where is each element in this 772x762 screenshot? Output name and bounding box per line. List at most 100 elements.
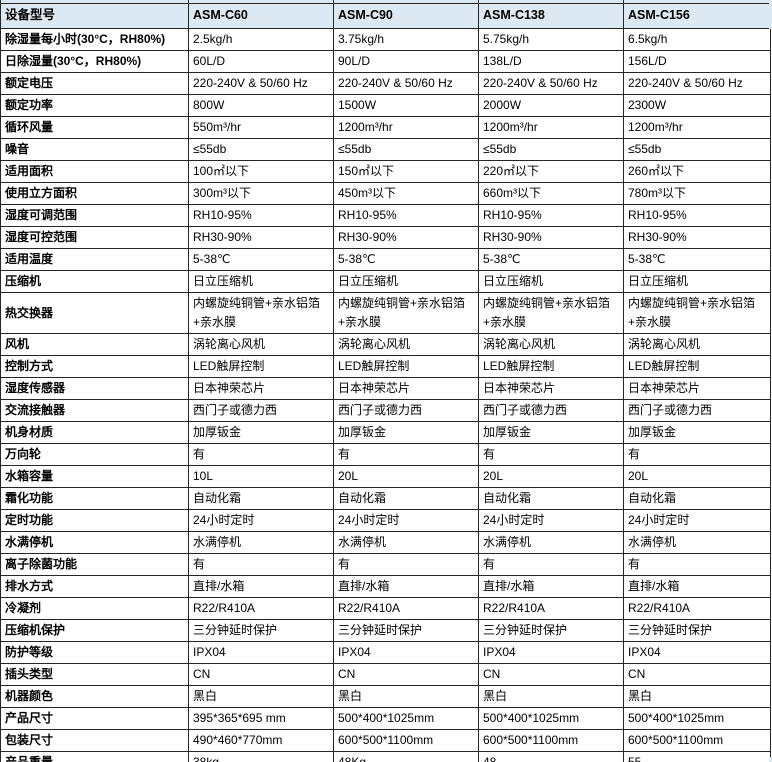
spec-cell: 1200m³/hr (333, 116, 479, 139)
spec-cell: 138L/D (478, 50, 624, 73)
column-header: ASM-C156 (623, 3, 771, 29)
spec-cell: 100㎡以下 (188, 160, 334, 183)
spec-cell: 220-240V & 50/60 Hz (188, 72, 334, 95)
spec-row: 热交换器 内螺旋纯铜管+亲水铝箔+亲水膜 内螺旋纯铜管+亲水铝箔+亲水膜 内螺旋纯铜管… (0, 292, 771, 334)
spec-row: 使用立方面积 300m³以下 450m³以下 660m³以下 780m³以下 (0, 182, 771, 205)
spec-row: 机身材质 加厚钣金 加厚钣金 加厚钣金 加厚钣金 (0, 421, 771, 444)
spec-cell: RH10-95% (478, 204, 624, 227)
spec-cell: 260㎡以下 (623, 160, 771, 183)
spec-cell: 黑白 (188, 685, 334, 708)
spec-row: 水满停机 水满停机 水满停机 水满停机 水满停机 (0, 531, 771, 554)
spec-row: 额定功率 800W 1500W 2000W 2300W (0, 94, 771, 117)
spec-cell: 780m³以下 (623, 182, 771, 205)
spec-cell: 水满停机 (333, 531, 479, 554)
spec-cell: 有 (478, 443, 624, 466)
row-label: 压缩机 (0, 270, 189, 293)
spec-cell: 三分钟延时保护 (623, 619, 771, 642)
row-label: 水满停机 (0, 531, 189, 554)
spec-cell: 800W (188, 94, 334, 117)
spec-cell: 自动化霜 (623, 487, 771, 510)
spec-cell: 自动化霜 (188, 487, 334, 510)
row-label: 使用立方面积 (0, 182, 189, 205)
spec-cell: RH30-90% (333, 226, 479, 249)
spec-cell: 内螺旋纯铜管+亲水铝箔+亲水膜 (333, 292, 479, 334)
spec-cell: 三分钟延时保护 (478, 619, 624, 642)
spec-cell: 黑白 (333, 685, 479, 708)
spec-row: 压缩机 日立压缩机 日立压缩机 日立压缩机 日立压缩机 (0, 270, 771, 293)
spec-cell: 日本神荣芯片 (333, 377, 479, 400)
spec-row: 万向轮有有有有 (0, 443, 771, 466)
spec-cell: LED触屏控制 (623, 355, 771, 378)
spec-cell: 5.75kg/h (478, 28, 624, 51)
row-label: 机身材质 (0, 421, 189, 444)
spec-cell: 有 (188, 443, 334, 466)
row-label: 湿度可调范围 (0, 204, 189, 227)
spec-cell: RH30-90% (478, 226, 624, 249)
spec-cell: R22/R410A (188, 597, 334, 620)
spec-row: 产品尺寸 395*365*695 mm 500*400*1025mm 500*400*… (0, 707, 771, 730)
row-label: 适用面积 (0, 160, 189, 183)
spec-cell: 60L/D (188, 50, 334, 73)
row-label: 控制方式 (0, 355, 189, 378)
spec-cell: 6.5kg/h (623, 28, 771, 51)
spec-cell: 有 (333, 553, 479, 576)
spec-cell: 加厚钣金 (623, 421, 771, 444)
spec-row: 交流接触器 西门子或德力西 西门子或德力西 西门子或德力西 西门子或德力西 (0, 399, 771, 422)
spec-cell: 日立压缩机 (478, 270, 624, 293)
spec-row: 控制方式 LED触屏控制 LED触屏控制 LED触屏控制 LED触屏控制 (0, 355, 771, 378)
row-label: 风机 (0, 333, 189, 356)
row-label: 霜化功能 (0, 487, 189, 510)
spec-cell: 日本神荣芯片 (188, 377, 334, 400)
row-label: 冷凝剂 (0, 597, 189, 620)
row-label: 产品尺寸 (0, 707, 189, 730)
spec-cell: RH10-95% (188, 204, 334, 227)
spec-row: 机器颜色 黑白 黑白 黑白 黑白 (0, 685, 771, 708)
row-label: 适用温度 (0, 248, 189, 271)
spec-cell: 48Kg (333, 751, 479, 762)
spec-cell: LED触屏控制 (478, 355, 624, 378)
spec-cell: RH30-90% (188, 226, 334, 249)
spec-cell: 5-38℃ (188, 248, 334, 271)
spec-cell: 660m³以下 (478, 182, 624, 205)
spec-cell: 涡轮离心风机 (333, 333, 479, 356)
spec-cell: 加厚钣金 (478, 421, 624, 444)
spec-row: 额定电压 220-240V & 50/60 Hz 220-240V & 50/60 … (0, 72, 771, 95)
spec-cell: R22/R410A (478, 597, 624, 620)
spec-row: 适用温度 5-38℃ 5-38℃ 5-38℃ 5-38℃ (0, 248, 771, 271)
spec-cell: ≤55db (188, 138, 334, 161)
spec-cell: 直排/水箱 (333, 575, 479, 598)
spec-cell: 日立压缩机 (333, 270, 479, 293)
spec-row: 产品重量 38kg 48Kg 48 55 (0, 751, 771, 762)
row-label: 除湿量每小时(30°C，RH80%) (0, 28, 189, 51)
spec-cell: 156L/D (623, 50, 771, 73)
spec-cell: 三分钟延时保护 (333, 619, 479, 642)
spec-cell: CN (478, 663, 624, 686)
row-label: 定时功能 (0, 509, 189, 532)
spec-cell: 5-38℃ (478, 248, 624, 271)
table-edge-artifact-top (769, 0, 772, 29)
spec-row: 适用面积 100㎡以下 150㎡以下 220㎡以下 260㎡以下 (0, 160, 771, 183)
spec-cell: ≤55db (333, 138, 479, 161)
spec-cell: 24小时定时 (188, 509, 334, 532)
spec-cell: 有 (623, 443, 771, 466)
spec-cell: 500*400*1025mm (333, 707, 479, 730)
spec-cell: 220-240V & 50/60 Hz (333, 72, 479, 95)
spec-cell: 24小时定时 (478, 509, 624, 532)
spec-cell: 黑白 (478, 685, 624, 708)
spec-cell: 5-38℃ (623, 248, 771, 271)
spec-cell: 10L (188, 465, 334, 488)
spec-cell: 西门子或德力西 (623, 399, 771, 422)
row-label: 包装尺寸 (0, 729, 189, 752)
spec-cell: 涡轮离心风机 (188, 333, 334, 356)
spec-cell: 西门子或德力西 (478, 399, 624, 422)
spec-cell: CN (188, 663, 334, 686)
spec-cell: IPX04 (623, 641, 771, 664)
spec-cell: 黑白 (623, 685, 771, 708)
table-edge-artifact-bottom (769, 757, 772, 762)
spec-cell: 55 (623, 751, 771, 762)
column-header: ASM-C60 (188, 3, 334, 29)
spec-cell: 有 (478, 553, 624, 576)
spec-cell: 水满停机 (188, 531, 334, 554)
spec-row: 风机 涡轮离心风机 涡轮离心风机 涡轮离心风机 涡轮离心风机 (0, 333, 771, 356)
